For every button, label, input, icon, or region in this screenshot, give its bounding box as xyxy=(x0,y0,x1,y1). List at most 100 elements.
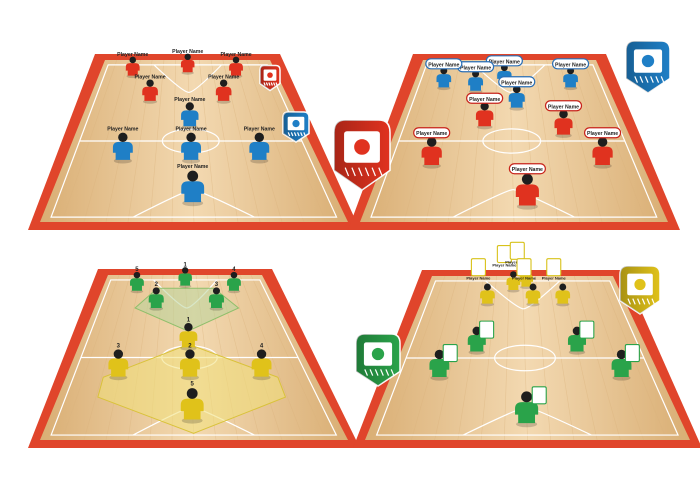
shield-stripe xyxy=(641,298,646,305)
player-figure[interactable] xyxy=(429,344,458,381)
player-figure[interactable]: 4 xyxy=(227,267,241,294)
player-figure[interactable]: 5 xyxy=(180,382,204,424)
player-figure[interactable]: Player Name xyxy=(244,127,275,164)
player-figure[interactable]: Player Name xyxy=(508,163,546,210)
panel-bottom-right-players: Player Name Player Name Player Name Player … xyxy=(429,241,640,428)
shield-stripe xyxy=(660,76,665,83)
shield-stripe xyxy=(369,369,374,376)
player-figure[interactable]: Player Name xyxy=(177,164,208,207)
player-head xyxy=(184,53,191,61)
shield-badge-icon xyxy=(259,64,281,92)
shield-stripe xyxy=(265,82,269,86)
player-head xyxy=(521,391,533,403)
player-head xyxy=(182,267,189,274)
player-shirt xyxy=(475,110,494,127)
player-figure[interactable]: Player Name xyxy=(117,52,148,79)
player-head xyxy=(480,102,489,111)
player-name: Player Name xyxy=(175,127,206,133)
player-head xyxy=(118,132,128,143)
player-figure[interactable]: Player Name xyxy=(456,61,495,94)
player-head xyxy=(597,137,608,147)
player-head xyxy=(510,271,517,278)
player-photo-frame[interactable] xyxy=(624,344,640,363)
player-head xyxy=(133,271,141,279)
player-photo-frame[interactable] xyxy=(509,241,525,260)
player-figure[interactable]: Player Name xyxy=(492,245,521,293)
player-figure[interactable]: Player Name xyxy=(466,92,504,130)
player-shirt xyxy=(563,74,578,88)
far-goal-area xyxy=(485,280,561,310)
player-photo-frame[interactable] xyxy=(442,344,458,363)
player-shirt xyxy=(142,86,158,101)
shield-stripe xyxy=(293,132,297,137)
shield-stripe xyxy=(637,298,641,305)
player-figure[interactable]: Player Name xyxy=(425,58,463,91)
player-label-box xyxy=(508,163,546,175)
player-figure[interactable]: Player Name xyxy=(175,127,207,164)
player-number: 2 xyxy=(155,282,159,288)
player-figure[interactable]: 4 xyxy=(251,343,272,381)
player-figure[interactable]: 1 xyxy=(179,317,198,351)
player-name: Player Name xyxy=(428,62,459,68)
player-label-box xyxy=(466,92,504,104)
shield-badge-icon xyxy=(625,40,671,94)
player-shirt xyxy=(515,402,539,424)
player-head xyxy=(559,109,568,119)
player-figure[interactable]: Player Name xyxy=(551,58,590,91)
player-figure[interactable]: Player Name xyxy=(208,74,239,104)
player-photo-frame[interactable] xyxy=(516,258,532,277)
player-figure[interactable] xyxy=(567,320,595,355)
player-photo-frame[interactable] xyxy=(479,320,495,339)
player-figure[interactable]: Player Name xyxy=(107,127,139,164)
near-goal-area xyxy=(452,188,575,218)
player-name: Player Name xyxy=(548,104,579,110)
player-figure[interactable]: Player Name xyxy=(466,258,495,307)
player-figure[interactable]: 5 xyxy=(130,267,144,294)
player-figure[interactable]: Player Name xyxy=(135,74,166,104)
player-shirt xyxy=(592,146,613,165)
player-figure[interactable]: Player Name xyxy=(583,127,622,169)
player-head xyxy=(512,85,521,94)
player-figure[interactable]: Player Name xyxy=(542,258,571,307)
player-figure[interactable]: Player Name xyxy=(174,97,205,130)
shield-ball xyxy=(371,347,385,361)
player-name: Player Name xyxy=(220,52,251,58)
player-figure[interactable]: 3 xyxy=(108,343,129,381)
player-number: 1 xyxy=(187,317,191,323)
player-label-box xyxy=(425,58,463,70)
player-figure[interactable]: Player Name xyxy=(172,49,203,75)
shield-stripe xyxy=(646,298,651,305)
player-head xyxy=(256,349,267,359)
player-figure[interactable]: Player Name xyxy=(413,127,451,169)
player-photo-frame[interactable] xyxy=(579,320,595,339)
player-number: 1 xyxy=(184,262,188,268)
shield-stripe xyxy=(297,132,300,137)
player-shirt xyxy=(436,74,452,88)
boundary-line xyxy=(375,280,679,436)
player-figure[interactable] xyxy=(467,320,495,355)
player-label-box xyxy=(583,127,622,139)
player-figure[interactable] xyxy=(515,386,547,428)
player-figure[interactable]: 2 xyxy=(148,282,164,311)
player-figure[interactable]: Player Name xyxy=(512,258,541,307)
player-name: Player Name xyxy=(244,127,275,133)
court-panel-bottom-right xyxy=(353,270,700,448)
player-figure[interactable]: 1 xyxy=(178,262,192,289)
player-shirt xyxy=(429,358,450,378)
player-figure[interactable] xyxy=(611,344,640,381)
player-figure[interactable]: Player Name xyxy=(220,52,252,79)
player-photo-frame[interactable] xyxy=(546,258,562,277)
player-figure[interactable]: 2 xyxy=(180,343,200,381)
player-label-box xyxy=(485,55,523,67)
player-name: Player Name xyxy=(107,127,138,133)
player-shirt xyxy=(555,290,571,304)
shield-stripe xyxy=(364,167,370,177)
player-photo-frame[interactable] xyxy=(470,258,486,277)
player-figure[interactable]: 3 xyxy=(208,282,224,311)
player-photo-frame[interactable] xyxy=(531,386,547,405)
player-figure[interactable]: Player Name xyxy=(498,76,536,111)
player-shirt xyxy=(554,118,573,135)
player-figure[interactable]: Player Name xyxy=(544,100,583,138)
shield-stripe xyxy=(303,132,306,137)
player-head xyxy=(113,349,124,359)
